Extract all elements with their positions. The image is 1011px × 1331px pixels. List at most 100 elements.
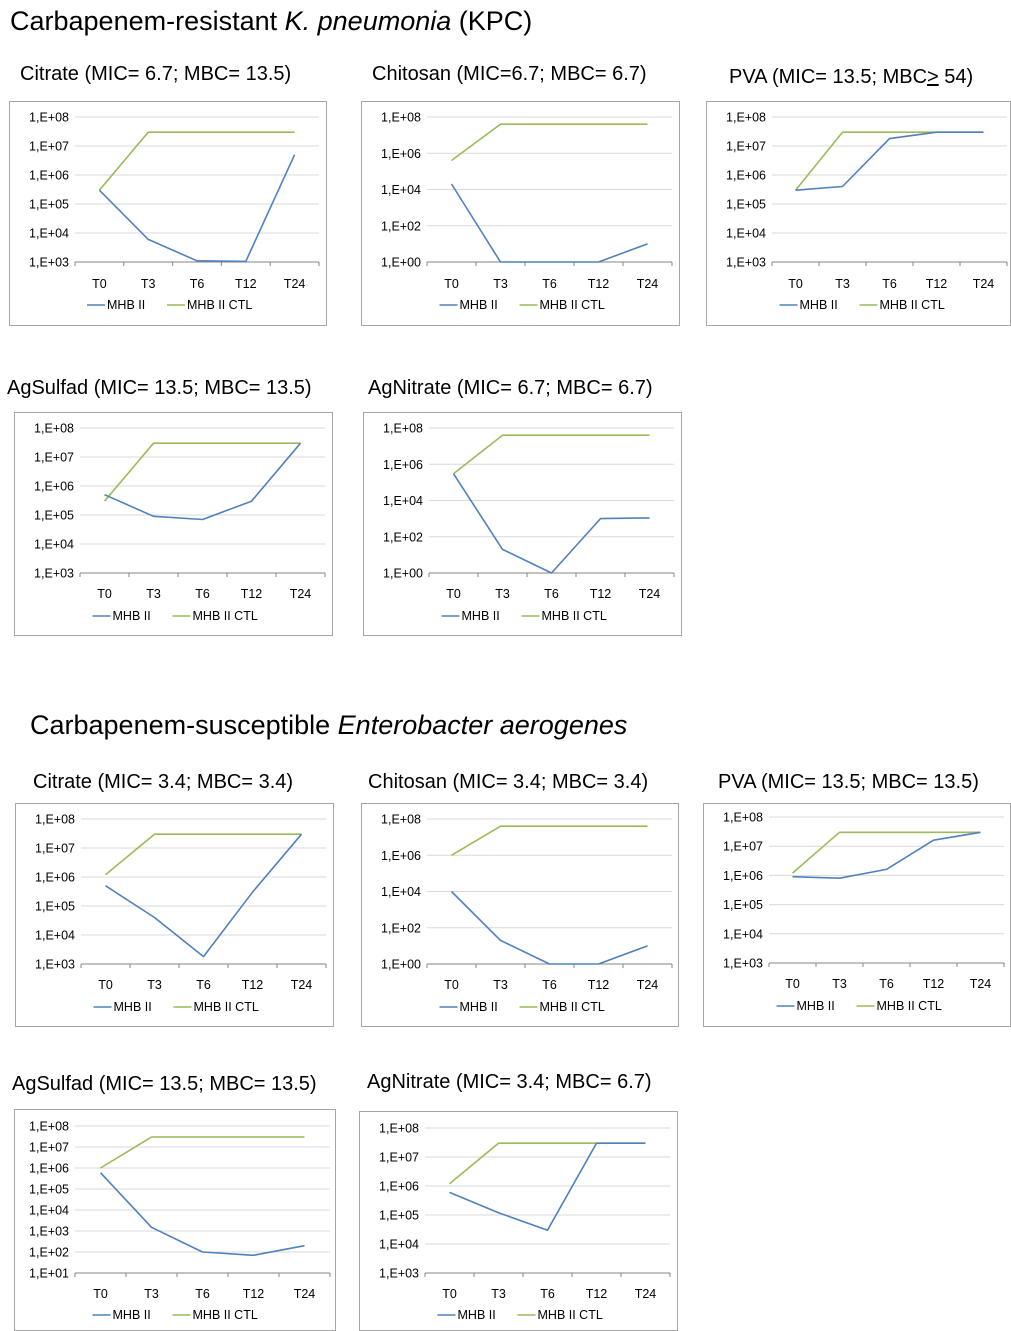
chart-panel-kpc-pva: 1,E+08 1,E+07 1,E+06 1,E+05 1,E+04 1,E+03 T0 T3… (706, 101, 1011, 326)
chart-panel-kpc-agsulfad: 1,E+08 1,E+07 1,E+06 1,E+05 1,E+04 1,E+03 T0 T3… (14, 412, 333, 636)
x-tick-label: T6 (195, 587, 210, 601)
y-tick-label: 1,E+06 (29, 1162, 69, 1176)
series-line-mhb-ii (449, 1142, 646, 1231)
y-tick-label: 1,E+06 (723, 869, 763, 883)
y-tick-label: 1,E+02 (383, 530, 423, 544)
y-tick-label: 1,E+08 (726, 111, 766, 125)
chart-svg: 1,E+08 1,E+06 1,E+04 1,E+02 1,E+00 T0 T3 T6 T12 T… (381, 813, 673, 1014)
legend-label-mhb-ii: MHB II (113, 1308, 151, 1322)
chart-title: AgNitrate (MIC= 3.4; MBC= 6.7) (367, 1071, 652, 1093)
y-tick-label: 1,E+02 (29, 1246, 69, 1260)
series-line-mhb-ii (795, 131, 984, 191)
x-tick-label: T24 (284, 277, 306, 291)
series-line-mhb-ii (98, 154, 296, 263)
legend-label-mhb-ii: MHB II (797, 999, 835, 1013)
series-line-mhb-ii-ctl (453, 434, 650, 475)
chart-title: PVA (MIC= 13.5; MBC= 13.5) (718, 771, 979, 793)
legend-label-mhb-ii: MHB II (800, 298, 838, 312)
y-tick-label: 1,E+07 (726, 140, 766, 154)
x-tick-label: T12 (586, 1287, 608, 1301)
y-tick-label: 1,E+02 (381, 921, 421, 935)
y-tick-label: 1,E+08 (29, 1120, 69, 1134)
x-tick-label: T0 (98, 978, 113, 992)
x-tick-label: T6 (544, 587, 559, 601)
series-line-mhb-ii-ctl (98, 131, 295, 191)
x-tick-label: T24 (635, 1287, 657, 1301)
y-tick-label: 1,E+04 (35, 929, 75, 943)
y-tick-label: 1,E+04 (726, 227, 766, 241)
y-tick-label: 1,E+07 (723, 840, 763, 854)
y-tick-label: 1,E+03 (29, 1225, 69, 1239)
chart-panel-kpc-citrate: 1,E+08 1,E+07 1,E+06 1,E+05 1,E+04 1,E+03 T0 T3… (9, 101, 327, 326)
legend-label-mhb-ii-ctl: MHB II CTL (880, 298, 945, 312)
y-tick-label: 1,E+06 (381, 849, 421, 863)
legend-label-mhb-ii: MHB II (458, 1308, 496, 1322)
y-tick-label: 1,E+07 (29, 140, 69, 154)
chart-panel-ea-citrate: 1,E+08 1,E+07 1,E+06 1,E+05 1,E+04 1,E+03 T0 T3… (15, 803, 334, 1027)
series-line-mhb-ii-ctl (794, 131, 984, 191)
chart-title: AgSulfad (MIC= 13.5; MBC= 13.5) (7, 377, 312, 399)
x-tick-label: T24 (291, 978, 313, 992)
x-tick-label: T0 (92, 277, 107, 291)
series-line-mhb-ii-ctl (451, 123, 648, 162)
x-tick-label: T3 (493, 978, 508, 992)
chart-svg: 1,E+08 1,E+06 1,E+04 1,E+02 1,E+00 T0 T3 T6 T12 T… (381, 111, 673, 312)
chart-title-underlined: > (927, 66, 939, 88)
chart-svg: 1,E+08 1,E+06 1,E+04 1,E+02 1,E+00 T0 T3 T6 T12 T… (383, 422, 675, 623)
series-line-mhb-ii (104, 442, 302, 521)
x-tick-label: T6 (195, 1287, 210, 1301)
y-tick-label: 1,E+04 (723, 927, 763, 941)
section-title-organism: Enterobacter aerogenes (337, 710, 628, 740)
x-tick-label: T3 (141, 277, 156, 291)
y-tick-label: 1,E+03 (34, 567, 74, 581)
legend-label-mhb-ii: MHB II (460, 298, 498, 312)
y-tick-label: 1,E+03 (726, 256, 766, 270)
chart-panel-ea-agnitrate: 1,E+08 1,E+07 1,E+06 1,E+05 1,E+04 1,E+03 T0 T3… (359, 1111, 678, 1331)
x-tick-label: T6 (882, 277, 897, 291)
series-line-mhb-ii (792, 831, 981, 879)
chart-panel-ea-chitosan: 1,E+08 1,E+06 1,E+04 1,E+02 1,E+00 T0 T3 T6 T12 T… (361, 803, 679, 1027)
series-line-mhb-ii-ctl (448, 1142, 646, 1185)
series-line-mhb-ii-ctl (451, 825, 648, 856)
x-tick-label: T24 (639, 587, 661, 601)
chart-title: Citrate (MIC= 6.7; MBC= 13.5) (20, 63, 292, 85)
y-tick-label: 1,E+03 (29, 256, 69, 270)
y-tick-label: 1,E+06 (35, 871, 75, 885)
x-tick-label: T12 (588, 277, 610, 291)
y-tick-label: 1,E+03 (35, 958, 75, 972)
y-tick-label: 1,E+06 (379, 1180, 419, 1194)
x-tick-label: T6 (542, 978, 557, 992)
series-line-mhb-ii-ctl (104, 833, 302, 876)
chart-panel-kpc-agnitrate: 1,E+08 1,E+06 1,E+04 1,E+02 1,E+00 T0 T3 T6 T12 T… (363, 412, 682, 636)
chart-panel-kpc-chitosan: 1,E+08 1,E+06 1,E+04 1,E+02 1,E+00 T0 T3 T6 T12 T… (361, 101, 680, 326)
x-tick-label: T12 (242, 978, 264, 992)
chart-panel-ea-agsulfad: 1,E+08 1,E+07 1,E+06 1,E+05 1,E+04 1,E+03 1,E+… (14, 1109, 336, 1331)
x-tick-label: T3 (491, 1287, 506, 1301)
section-title-kpc: Carbapenem-resistant K. pneumonia (KPC) (10, 6, 532, 37)
section-title-enterobacter: Carbapenem-susceptible Enterobacter aero… (30, 710, 627, 741)
legend-label-mhb-ii-ctl: MHB II CTL (538, 1308, 603, 1322)
x-tick-label: T6 (879, 977, 894, 991)
x-tick-label: T0 (785, 977, 800, 991)
y-tick-label: 1,E+07 (34, 451, 74, 465)
y-tick-label: 1,E+08 (379, 1122, 419, 1136)
y-tick-label: 1,E+08 (381, 813, 421, 827)
x-tick-label: T24 (970, 977, 992, 991)
chart-title: Chitosan (MIC= 3.4; MBC= 3.4) (368, 771, 649, 793)
x-tick-label: T3 (144, 1287, 159, 1301)
chart-svg: 1,E+08 1,E+07 1,E+06 1,E+05 1,E+04 1,E+03 1,E+… (29, 1120, 331, 1322)
legend-label-mhb-ii-ctl: MHB II CTL (877, 999, 942, 1013)
y-tick-label: 1,E+08 (35, 813, 75, 827)
x-tick-label: T24 (637, 978, 659, 992)
chart-svg: 1,E+08 1,E+07 1,E+06 1,E+05 1,E+04 1,E+03 T0 T3… (29, 111, 320, 312)
y-tick-label: 1,E+08 (29, 111, 69, 125)
y-tick-label: 1,E+04 (381, 183, 421, 197)
legend-label-mhb-ii-ctl: MHB II CTL (542, 609, 607, 623)
y-tick-label: 1,E+05 (723, 898, 763, 912)
y-tick-label: 1,E+08 (34, 422, 74, 436)
series-line-mhb-ii (450, 890, 648, 965)
chart-svg: 1,E+08 1,E+07 1,E+06 1,E+05 1,E+04 1,E+03 T0 T3… (726, 111, 1008, 312)
y-tick-label: 1,E+07 (29, 1141, 69, 1155)
section-title-prefix: Carbapenem-susceptible (30, 710, 338, 740)
x-tick-label: T0 (788, 277, 803, 291)
